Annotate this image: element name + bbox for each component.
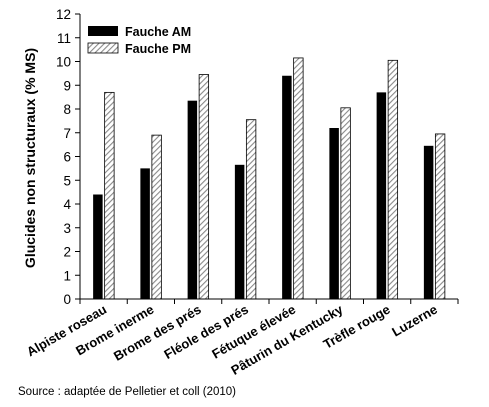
bar-fauche-pm-brome-des-pres <box>198 74 210 300</box>
bar-fauche-am-luzerne <box>423 145 434 299</box>
bar-fauche-pm-luzerne <box>434 133 446 300</box>
bar-fauche-am-paturin-du-kentucky <box>329 128 339 299</box>
bars-layer <box>93 57 446 300</box>
bar-fauche-am-brome-inerme <box>140 168 150 299</box>
bar-fauche-am-fleole-des-pres <box>234 164 245 299</box>
bar-fauche-am-trefle-rouge <box>376 92 387 299</box>
bar-fauche-pm-paturin-du-kentucky <box>340 107 351 300</box>
bar-fauche-pm-alpiste-roseau <box>104 91 115 300</box>
legend-swatch-fauche-am <box>88 26 118 36</box>
legend-swatch-fauche-pm <box>87 42 119 54</box>
bar-fauche-pm-brome-inerme <box>151 134 162 300</box>
y-tick-label-5: 5 <box>63 173 71 188</box>
x-category-label-alpiste-roseau: Alpiste roseau <box>24 302 109 360</box>
bar-fauche-pm-fetuque-elevee <box>293 57 304 300</box>
legend-label-fauche-am: Fauche AM <box>125 25 191 39</box>
y-tick-label-2: 2 <box>63 245 71 260</box>
y-tick-label-3: 3 <box>63 221 71 236</box>
x-axis-ticks <box>79 299 459 304</box>
y-tick-label-11: 11 <box>57 31 71 46</box>
y-tick-label-0: 0 <box>63 292 71 307</box>
legend: Fauche AM Fauche PM <box>87 25 191 56</box>
source-note: Source : adaptée de Pelletier et coll (2… <box>18 386 236 398</box>
y-tick-label-1: 1 <box>63 268 71 283</box>
y-tick-label-6: 6 <box>63 150 71 165</box>
legend-label-fauche-pm: Fauche PM <box>125 42 191 56</box>
y-tick-label-4: 4 <box>63 197 71 212</box>
bar-fauche-pm-fleole-des-pres <box>245 119 257 300</box>
y-tick-label-10: 10 <box>56 55 71 70</box>
y-axis-title: Glucides non structuraux (% MS) <box>22 48 38 268</box>
x-category-label-luzerne: Luzerne <box>389 302 440 340</box>
bar-fauche-am-fetuque-elevee <box>282 75 292 299</box>
y-tick-label-8: 8 <box>63 102 71 117</box>
bar-fauche-am-brome-des-pres <box>187 100 198 299</box>
y-tick-label-9: 9 <box>63 78 71 93</box>
y-tick-label-12: 12 <box>56 7 71 22</box>
y-tick-label-7: 7 <box>63 126 71 141</box>
bar-fauche-pm-trefle-rouge <box>387 59 399 300</box>
bar-fauche-am-alpiste-roseau <box>93 194 103 299</box>
